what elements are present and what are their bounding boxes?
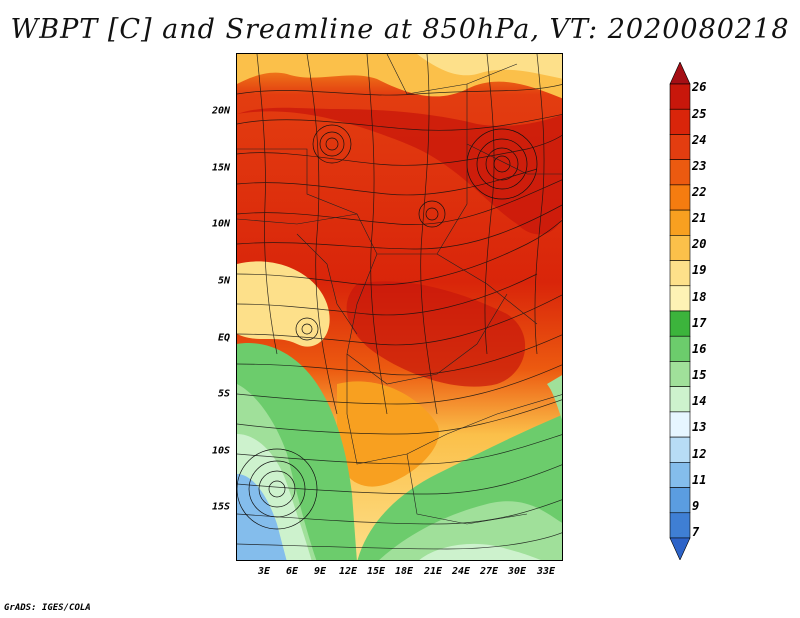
colorbar-segment	[669, 361, 691, 387]
colorbar-top-arrow	[669, 62, 691, 85]
colorbar-label-23: 23	[692, 159, 707, 173]
colorbar-label-19: 19	[692, 263, 707, 277]
wbpt-north-pale	[417, 54, 562, 79]
lon-label-21e: 21E	[423, 566, 443, 577]
colorbar-segment	[669, 411, 691, 438]
colorbar-segment	[669, 108, 691, 135]
lat-label-eq: EQ	[217, 332, 230, 344]
colorbar-segment	[669, 512, 691, 539]
colorbar-segment	[669, 462, 691, 488]
wbpt-core-north	[237, 107, 562, 235]
colorbar-segment	[669, 285, 691, 312]
lat-label-5s: 5S	[217, 388, 230, 400]
wbpt-field-svg	[237, 54, 562, 560]
lat-label-20n: 20N	[211, 105, 230, 117]
colorbar-label-13: 13	[692, 420, 707, 434]
colorbar-label-16: 16	[692, 342, 707, 356]
colorbar-segment	[669, 83, 691, 110]
wbpt-east-green	[547, 375, 562, 420]
colorbar-label-12: 12	[692, 447, 707, 461]
lon-label-12e: 12E	[338, 566, 358, 577]
colorbar-label-26: 26	[692, 80, 707, 94]
lon-label-30e: 30E	[507, 566, 527, 577]
wbpt-south-mint	[419, 543, 542, 560]
colorbar-label-11: 11	[692, 473, 707, 487]
lon-label-33e: 33E	[536, 566, 556, 577]
grads-credit: GrADS: IGES/COLA	[4, 603, 91, 613]
lat-label-15s: 15S	[211, 501, 230, 513]
lon-label-15e: 15E	[366, 566, 386, 577]
colorbar-segment	[669, 209, 691, 236]
colorbar-segment	[669, 487, 691, 514]
colorbar-segment	[669, 386, 691, 413]
colorbar-label-22: 22	[692, 185, 707, 199]
wbpt-west-pale	[237, 261, 330, 347]
colorbar-segment	[669, 159, 691, 186]
colorbar-segment	[669, 436, 691, 463]
colorbar-segment	[669, 184, 691, 211]
colorbar-segment	[669, 335, 691, 362]
colorbar-label-21: 21	[692, 211, 707, 225]
colorbar	[669, 62, 691, 560]
wbpt-sw-blue	[237, 474, 287, 560]
lon-label-27e: 27E	[479, 566, 499, 577]
lon-label-24e: 24E	[451, 566, 471, 577]
colorbar-label-24: 24	[692, 133, 707, 147]
lat-label-5n: 5N	[217, 275, 230, 287]
streamlines	[237, 54, 562, 550]
colorbar-segment	[669, 310, 691, 337]
country-borders	[237, 54, 562, 525]
map-panel	[236, 53, 563, 561]
colorbar-label-15: 15	[692, 368, 707, 382]
colorbar-segment	[669, 235, 691, 261]
colorbar-bottom-arrow	[669, 537, 691, 560]
colorbar-segment	[669, 134, 691, 160]
colorbar-label-7: 7	[692, 525, 700, 539]
colorbar-label-17: 17	[692, 316, 707, 330]
vortices	[237, 124, 538, 530]
colorbar-label-20: 20	[692, 237, 707, 251]
lon-label-18e: 18E	[394, 566, 414, 577]
colorbar-label-25: 25	[692, 107, 707, 121]
colorbar-segments	[669, 62, 691, 560]
colorbar-label-9: 9	[692, 499, 700, 513]
chart-title: WBPT [C] and Sreamline at 850hPa, VT: 20…	[10, 14, 790, 45]
colorbar-segment	[669, 260, 691, 287]
lat-label-10s: 10S	[211, 445, 230, 457]
lon-label-3e: 3E	[257, 566, 271, 577]
colorbar-label-18: 18	[692, 290, 707, 304]
colorbar-label-14: 14	[692, 394, 707, 408]
lat-label-10n: 10N	[211, 218, 230, 230]
wbpt-core-central	[346, 281, 526, 387]
lon-label-9e: 9E	[313, 566, 327, 577]
lat-label-15n: 15N	[211, 162, 230, 174]
lon-label-6e: 6E	[285, 566, 299, 577]
